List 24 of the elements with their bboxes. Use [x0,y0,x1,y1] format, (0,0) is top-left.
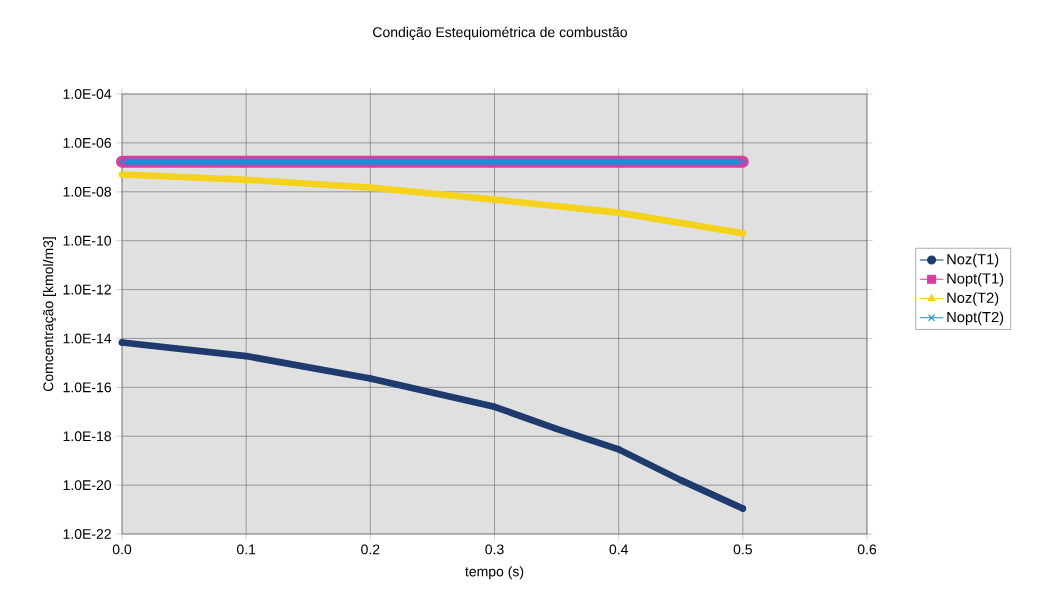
y-tick-label: 1.0E-16 [63,382,111,393]
x-tick-label: 0.5 [733,544,752,555]
x-tick-label: 0.4 [609,544,628,555]
legend-label: Nopt(T2) [947,311,1004,326]
y-tick-label: 1.0E-08 [63,186,111,197]
x-axis-title: tempo (s) [465,566,524,580]
y-tick-label: 1.0E-10 [63,235,112,246]
chart-title: Condição Estequiométrica de combustão [373,26,627,40]
y-tick-label: 1.0E-12 [63,284,111,295]
y-axis-title: Comcentração [kmol/m3] [42,237,57,392]
y-tick-label: 1.0E-04 [63,89,112,99]
y-tick-label: 1.0E-22 [63,529,111,539]
x-tick-label: 0.0 [112,544,132,555]
legend-label: Noz(T1) [947,253,999,268]
x-tick-label: 0.3 [485,544,504,555]
y-tick-label: 1.0E-18 [63,431,111,442]
x-tick-label: 0.1 [236,544,256,555]
x-tick-label: 0.6 [857,544,877,555]
y-tick-label: 1.0E-06 [63,137,111,148]
legend-label: Noz(T2) [947,292,999,306]
y-tick-label: 1.0E-14 [63,333,112,344]
x-tick-label: 0.2 [361,544,380,555]
y-tick-label: 1.0E-20 [63,480,112,491]
legend-label: Nopt(T1) [947,272,1004,287]
